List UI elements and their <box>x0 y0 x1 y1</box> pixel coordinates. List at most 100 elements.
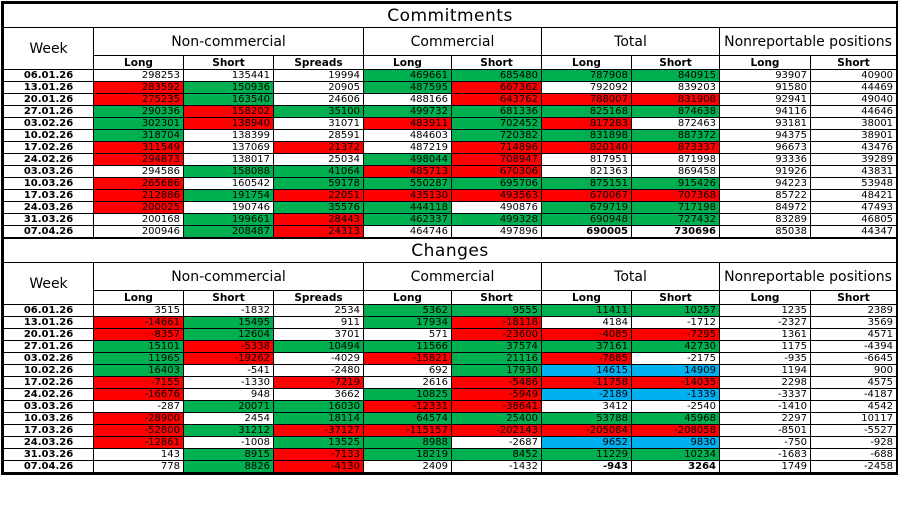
value-cell: 94116 <box>719 105 811 118</box>
value-cell: -2175 <box>631 352 720 365</box>
value-cell: 59178 <box>273 177 364 190</box>
value-cell: 31071 <box>273 117 364 130</box>
value-cell: 3515 <box>93 304 184 317</box>
value-cell: 839203 <box>631 81 720 94</box>
group-total: Total <box>541 27 720 56</box>
value-cell: 462337 <box>363 213 452 226</box>
table-row: 20.01.26 -8357 12604 3701 571 -23600 -4085 -729… <box>3 328 898 341</box>
value-cell: 493563 <box>451 189 542 202</box>
value-cell: -4130 <box>273 460 364 473</box>
value-cell: 41064 <box>273 165 364 178</box>
week-cell: 20.01.26 <box>3 93 94 106</box>
value-cell: -205084 <box>541 424 632 437</box>
table-row: 31.03.26 200168 199661 28443 462337 499328 690… <box>3 213 898 226</box>
value-cell: 498044 <box>363 153 452 166</box>
value-cell: 690948 <box>541 213 632 226</box>
week-cell: 10.03.26 <box>3 177 94 190</box>
value-cell: 464746 <box>363 225 452 238</box>
value-cell: 571 <box>363 328 452 341</box>
value-cell: 1749 <box>719 460 811 473</box>
value-cell: 14909 <box>631 364 720 377</box>
table-row: 07.04.26 778 8826 -4130 2409 -1432 -943 3264 174… <box>3 460 898 473</box>
value-cell: 42730 <box>631 340 720 353</box>
table-row: 03.02.26 302301 138940 31071 483911 702452 817… <box>3 117 898 130</box>
value-cell: 91926 <box>719 165 811 178</box>
table-row: 06.01.26 3515 -1832 2534 5362 9555 11411 10257 1… <box>3 304 898 317</box>
value-cell: 788007 <box>541 93 632 106</box>
value-cell: 695706 <box>451 177 542 190</box>
table-row: 07.04.26 200946 208487 24313 464746 497896 690… <box>3 225 898 238</box>
value-cell: -38641 <box>451 400 542 413</box>
value-cell: 40900 <box>809 69 898 82</box>
value-cell: -37127 <box>273 424 364 437</box>
week-cell: 27.01.26 <box>3 340 94 353</box>
value-cell: 85038 <box>719 225 811 238</box>
value-cell: -2687 <box>451 436 542 449</box>
value-cell: 302301 <box>93 117 184 130</box>
col-header-nc-short: Short <box>183 290 274 305</box>
value-cell: 714896 <box>451 141 542 154</box>
value-cell: 25034 <box>273 153 364 166</box>
week-cell: 27.01.26 <box>3 105 94 118</box>
value-cell: 490876 <box>451 201 542 214</box>
value-cell: -202143 <box>451 424 542 437</box>
value-cell: 484603 <box>363 129 452 142</box>
value-cell: 11411 <box>541 304 632 317</box>
value-cell: 28591 <box>273 129 364 142</box>
value-cell: 11965 <box>93 352 184 365</box>
value-cell: 10825 <box>363 388 452 401</box>
value-cell: 667362 <box>451 81 542 94</box>
value-cell: -5338 <box>183 340 274 353</box>
value-cell: 874638 <box>631 105 720 118</box>
value-cell: 190746 <box>183 201 274 214</box>
value-cell: 681336 <box>451 105 542 118</box>
value-cell: -1008 <box>183 436 274 449</box>
col-header-nc-spreads: Spreads <box>273 55 364 70</box>
value-cell: -19262 <box>183 352 274 365</box>
value-cell: 19994 <box>273 69 364 82</box>
value-cell: 44347 <box>809 225 898 238</box>
value-cell: 670306 <box>451 165 542 178</box>
value-cell: 702452 <box>451 117 542 130</box>
value-cell: 24606 <box>273 93 364 106</box>
week-cell: 07.04.26 <box>3 460 94 473</box>
value-cell: -1832 <box>183 304 274 317</box>
week-cell: 10.02.26 <box>3 129 94 142</box>
value-cell: 499732 <box>363 105 452 118</box>
value-cell: 840915 <box>631 69 720 82</box>
value-cell: 24313 <box>273 225 364 238</box>
value-cell: 817283 <box>541 117 632 130</box>
value-cell: -943 <box>541 460 632 473</box>
value-cell: 2616 <box>363 376 452 389</box>
week-cell: 13.01.26 <box>3 316 94 329</box>
value-cell: 94375 <box>719 129 811 142</box>
value-cell: 28443 <box>273 213 364 226</box>
value-cell: 200025 <box>93 201 184 214</box>
value-cell: -14035 <box>631 376 720 389</box>
value-cell: 707368 <box>631 189 720 202</box>
commitments-title: Commitments <box>2 3 898 28</box>
value-cell: -2327 <box>719 316 811 329</box>
value-cell: 444118 <box>363 201 452 214</box>
col-header-c-short: Short <box>451 55 542 70</box>
value-cell: 43831 <box>809 165 898 178</box>
value-cell: 4184 <box>541 316 632 329</box>
col-header-nr-long: Long <box>719 290 811 305</box>
value-cell: 875151 <box>541 177 632 190</box>
value-cell: 35576 <box>273 201 364 214</box>
table-row: 13.01.26 -14661 15495 911 17934 -18118 4184 -17… <box>3 316 898 329</box>
value-cell: -5949 <box>451 388 542 401</box>
table-row: 03.03.26 -287 20071 16030 -12331 -38641 3412 -2… <box>3 400 898 413</box>
value-cell: 21116 <box>451 352 542 365</box>
table-row: 27.01.26 15101 -5338 10494 11566 37574 37161 42… <box>3 340 898 353</box>
value-cell: -23600 <box>451 328 542 341</box>
value-cell: -4187 <box>809 388 898 401</box>
value-cell: 84972 <box>719 201 811 214</box>
value-cell: 294873 <box>93 153 184 166</box>
week-cell: 06.01.26 <box>3 69 94 82</box>
week-cell: 07.04.26 <box>3 225 94 238</box>
value-cell: -5486 <box>451 376 542 389</box>
value-cell: 48421 <box>809 189 898 202</box>
title-row: Changes <box>2 238 898 263</box>
value-cell: -287 <box>93 400 184 413</box>
